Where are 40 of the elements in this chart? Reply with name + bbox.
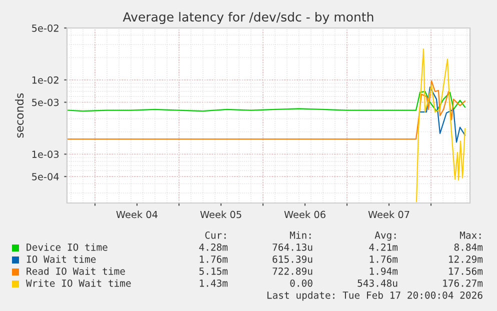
x-tick-label: Week 05 xyxy=(200,210,242,218)
text: Last update: Tue Feb 17 20:00:04 2026 xyxy=(267,291,482,301)
legend-label: Write IO Wait time xyxy=(26,279,131,287)
text: Cur: xyxy=(205,231,226,239)
text: 4.28m xyxy=(199,243,228,251)
text: Min: xyxy=(290,231,311,239)
text: 8.84m xyxy=(454,243,483,251)
line-series xyxy=(416,48,466,202)
text: 1.94m xyxy=(370,267,398,275)
text: 1.43m xyxy=(200,279,228,287)
legend-label: Read IO Wait time xyxy=(26,267,125,275)
text: 5.15m xyxy=(199,268,228,275)
text: 1.76m xyxy=(370,255,398,263)
text: Avg: xyxy=(374,232,396,241)
y-tick-label: 5e-03 xyxy=(32,98,59,106)
text: 0.00 xyxy=(290,279,312,287)
y-axis-title: seconds xyxy=(15,93,24,138)
text: 17.56m xyxy=(449,267,483,275)
text: 4.21m xyxy=(369,243,398,251)
y-tick-label: 5e-02 xyxy=(32,24,58,32)
legend-label: IO Wait time xyxy=(26,255,96,263)
text: 176.27m xyxy=(443,279,483,287)
text: 1.76m xyxy=(200,255,228,263)
line-series xyxy=(67,80,466,140)
text: 615.39u xyxy=(272,255,312,263)
y-tick-label: 1e-02 xyxy=(32,76,58,84)
chart-title: Average latency for /dev/sdc - by month xyxy=(122,12,374,24)
x-tick-label: Week 04 xyxy=(116,210,158,218)
x-tick-label: Week 07 xyxy=(368,210,410,218)
legend-label: Device IO time xyxy=(26,243,108,251)
line-series xyxy=(419,86,466,143)
text: 12.29m xyxy=(449,255,483,263)
y-tick-label: 5e-04 xyxy=(32,173,59,180)
text: Max: xyxy=(460,232,481,239)
text: 543.48u xyxy=(358,279,398,287)
line-series xyxy=(67,90,466,112)
text: 722.89u xyxy=(272,267,312,275)
x-tick-label: Week 06 xyxy=(284,210,326,218)
text: 764.13u xyxy=(272,243,312,251)
y-tick-label: 1e-03 xyxy=(32,150,59,158)
